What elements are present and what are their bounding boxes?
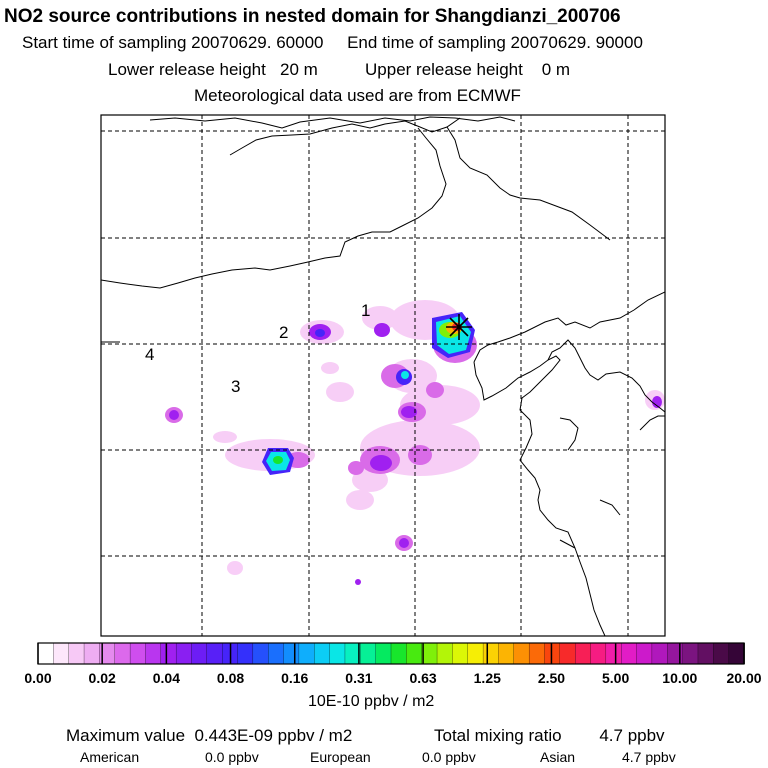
colorbar-cell bbox=[436, 642, 454, 665]
plume-purple bbox=[169, 323, 662, 585]
american-value: 0.0 ppbv bbox=[205, 749, 259, 765]
colorbar-cell bbox=[605, 642, 622, 665]
region-label-1: 1 bbox=[361, 301, 370, 320]
met-data-source: Meteorological data used are from ECMWF bbox=[194, 86, 521, 105]
colorbar-cell bbox=[482, 642, 500, 665]
colorbar-cell bbox=[728, 642, 745, 665]
colorbar-cell bbox=[83, 642, 101, 665]
map-title: NO2 source contributions in nested domai… bbox=[4, 6, 621, 27]
colorbar-cell bbox=[314, 642, 331, 665]
colorbar-tick-label: 0.00 bbox=[24, 670, 52, 686]
european-value: 0.0 ppbv bbox=[422, 749, 476, 765]
colorbar-tick-label: 10.00 bbox=[662, 670, 698, 686]
colorbar-tick-label: 0.04 bbox=[152, 670, 180, 686]
colorbar-cell bbox=[329, 642, 346, 665]
colorbar-cell bbox=[283, 642, 300, 665]
sampling-time: Start time of sampling 20070629. 60000 E… bbox=[22, 33, 643, 52]
colorbar-tick-label: 0.63 bbox=[409, 670, 437, 686]
colorbar-cell bbox=[375, 642, 392, 665]
colorbar-tick-label: 0.31 bbox=[345, 670, 373, 686]
receptor-asterisk-marker bbox=[446, 314, 472, 340]
colorbar-cell bbox=[575, 642, 592, 665]
colorbar-cell bbox=[129, 642, 147, 665]
total-mixing-ratio: Total mixing ratio 4.7 ppbv bbox=[434, 726, 665, 745]
region-label-2: 2 bbox=[279, 323, 288, 342]
plume-layer bbox=[165, 300, 665, 585]
colorbar-cell bbox=[298, 642, 316, 665]
region-label-4: 4 bbox=[145, 345, 154, 364]
coastlines bbox=[101, 116, 665, 636]
colorbar-cell bbox=[360, 642, 377, 665]
colorbar-cells bbox=[37, 642, 745, 665]
colorbar-unit: 10E-10 ppbv / m2 bbox=[308, 693, 435, 710]
colorbar-cell bbox=[68, 642, 85, 665]
american-label: American bbox=[80, 749, 140, 765]
region-labels: 1 2 3 4 bbox=[145, 301, 370, 396]
map-frame bbox=[100, 114, 666, 637]
colorbar-cell bbox=[713, 642, 730, 665]
colorbar-cell bbox=[636, 642, 653, 665]
colorbar-tick-label: 1.25 bbox=[473, 670, 501, 686]
colorbar-cell bbox=[498, 642, 515, 665]
colorbar-cell bbox=[467, 642, 484, 665]
colorbar-tick-label: 0.02 bbox=[88, 670, 116, 686]
lat-lon-grid bbox=[101, 115, 665, 636]
colorbar-cell bbox=[621, 642, 638, 665]
region-label-3: 3 bbox=[231, 377, 240, 396]
colorbar-cell bbox=[252, 642, 269, 665]
colorbar-cell bbox=[191, 642, 208, 665]
colorbar-cell bbox=[452, 642, 469, 665]
colorbar-cell bbox=[528, 642, 546, 665]
colorbar-major-ticks bbox=[37, 643, 745, 664]
asian-value: 4.7 ppbv bbox=[622, 749, 676, 765]
colorbar-cell bbox=[37, 642, 55, 665]
colorbar-cell bbox=[682, 642, 699, 665]
colorbar-cell bbox=[206, 642, 223, 665]
colorbar-cell bbox=[544, 642, 561, 665]
colorbar-tick-label: 0.16 bbox=[281, 670, 309, 686]
colorbar-cell bbox=[406, 642, 423, 665]
colorbar-tick-label: 0.08 bbox=[216, 670, 245, 686]
colorbar-cell bbox=[145, 642, 162, 665]
european-label: European bbox=[310, 749, 371, 765]
colorbar-cell bbox=[114, 642, 131, 665]
colorbar-cell bbox=[421, 642, 438, 665]
asian-label: Asian bbox=[540, 749, 576, 765]
colorbar-cell bbox=[268, 642, 285, 665]
colorbar-cell bbox=[697, 642, 715, 665]
colorbar-cell bbox=[237, 642, 254, 665]
colorbar-cell bbox=[559, 642, 576, 665]
colorbar-cell bbox=[513, 642, 530, 665]
colorbar-cell bbox=[667, 642, 684, 665]
colorbar-cell bbox=[590, 642, 607, 665]
release-height: Lower release height 20 m Upper release … bbox=[108, 60, 571, 79]
colorbar-tick-label: 20.00 bbox=[726, 670, 762, 686]
maximum-value: Maximum value 0.443E-09 ppbv / m2 bbox=[66, 726, 353, 745]
colorbar-tick-label: 5.00 bbox=[602, 670, 630, 686]
colorbar-cell bbox=[651, 642, 669, 665]
colorbar-cell bbox=[53, 642, 70, 665]
colorbar-cell bbox=[160, 642, 177, 665]
colorbar-cell bbox=[175, 642, 193, 665]
colorbar-cell bbox=[390, 642, 408, 665]
colorbar-tick-label: 2.50 bbox=[537, 670, 566, 686]
